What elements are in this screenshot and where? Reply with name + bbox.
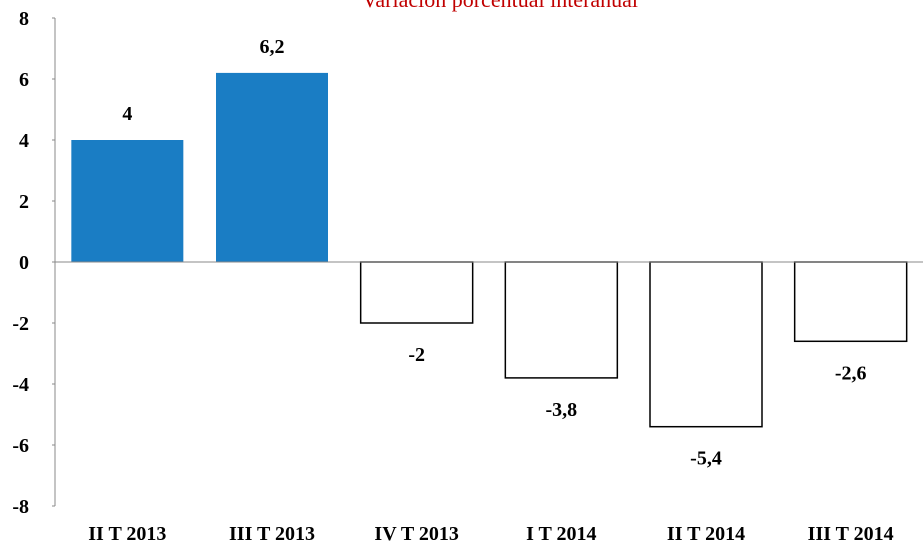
data-label: -5,4 xyxy=(690,448,722,470)
x-tick-label: IV T 2013 xyxy=(374,523,458,545)
y-tick-label: -8 xyxy=(12,496,29,518)
x-tick-label: III T 2014 xyxy=(808,523,894,545)
data-label: 4 xyxy=(122,103,132,125)
x-tick-label: III T 2013 xyxy=(229,523,315,545)
bar xyxy=(71,140,184,262)
bar xyxy=(793,261,908,343)
bar xyxy=(504,261,619,379)
bar xyxy=(359,261,474,324)
data-label: -2 xyxy=(408,344,425,366)
x-tick-label: II T 2013 xyxy=(88,523,166,545)
y-tick-label: -4 xyxy=(12,374,29,396)
data-label: -3,8 xyxy=(545,399,577,421)
y-tick-label: -6 xyxy=(12,435,29,457)
y-tick-label: 4 xyxy=(19,130,29,152)
y-tick-label: 0 xyxy=(19,252,29,274)
data-label: 6,2 xyxy=(260,36,285,58)
data-label: -2,6 xyxy=(835,362,867,384)
y-tick-label: 6 xyxy=(19,69,29,91)
bar xyxy=(216,72,328,263)
y-tick-label: 2 xyxy=(19,191,29,213)
chart-title: Variación porcentual interanual xyxy=(362,0,638,12)
bar xyxy=(649,261,763,428)
x-tick-label: II T 2014 xyxy=(667,523,745,545)
y-tick-label: 8 xyxy=(19,8,29,30)
y-tick-label: -2 xyxy=(12,313,29,335)
x-tick-label: I T 2014 xyxy=(526,523,596,545)
